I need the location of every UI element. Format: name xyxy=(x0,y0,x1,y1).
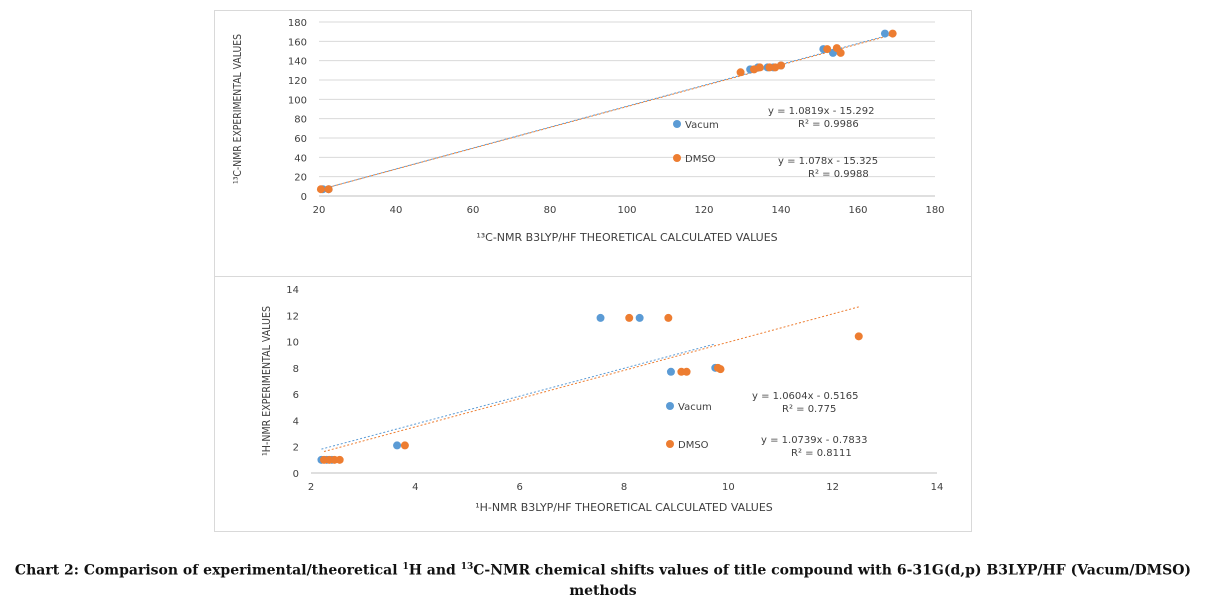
legend-marker-dmso xyxy=(666,440,674,448)
legend-marker-vacum xyxy=(666,402,674,410)
data-point-dmso xyxy=(836,48,845,57)
legend-marker-dmso xyxy=(673,154,681,162)
y-axis-title: ¹H-NMR EXPERIMENTAL VALUES xyxy=(260,306,273,456)
y-tick-label: 160 xyxy=(288,37,307,48)
y-tick-label: 180 xyxy=(288,18,307,29)
x-tick-label: 60 xyxy=(467,205,480,216)
trendline-equation: y = 1.0604x - 0.5165 xyxy=(752,391,859,402)
trendline-equation: y = 1.078x - 15.325 xyxy=(778,156,878,167)
r-squared-label: R² = 0.9988 xyxy=(808,169,869,180)
y-tick-label: 12 xyxy=(286,311,299,322)
y-tick-label: 100 xyxy=(288,95,307,106)
y-tick-label: 0 xyxy=(301,192,307,203)
caption-sup-2: 13 xyxy=(460,562,474,572)
x-tick-label: 10 xyxy=(722,482,735,493)
data-point-dmso xyxy=(316,185,325,194)
data-point-dmso xyxy=(823,45,832,54)
c13-chart-panel: 0 20 40 60 80 100 120 140 160 180 20 40 60 80 100 120 14… xyxy=(214,10,972,277)
caption-mid-1: H and xyxy=(408,562,461,579)
trendline-vacum xyxy=(322,35,886,190)
r-squared-label: R² = 0.8111 xyxy=(791,448,852,459)
data-point-dmso xyxy=(682,367,691,376)
x-tick-label: 100 xyxy=(617,205,636,216)
x-tick-label: 140 xyxy=(771,205,790,216)
data-point-vacum xyxy=(596,313,605,322)
data-point-dmso xyxy=(888,29,897,38)
data-point-dmso xyxy=(400,441,409,450)
data-point-dmso xyxy=(854,332,863,341)
trendline-equation: y = 1.0739x - 0.7833 xyxy=(761,435,868,446)
caption-line-2: methods xyxy=(569,582,637,599)
trendline-dmso xyxy=(320,34,893,190)
x-tick-label: 14 xyxy=(931,482,944,493)
y-tick-label: 40 xyxy=(294,153,307,164)
c13-scatter-chart: 0 20 40 60 80 100 120 140 160 180 20 40 60 80 100 120 14… xyxy=(231,18,945,244)
x-tick-label: 180 xyxy=(925,205,944,216)
x-tick-label: 6 xyxy=(516,482,522,493)
data-point-dmso xyxy=(716,365,725,374)
data-point-dmso xyxy=(335,455,344,464)
y-tick-label: 10 xyxy=(286,338,299,349)
y-tick-label: 2 xyxy=(293,443,299,454)
caption-mid-2: C-NMR chemical shifts values of title co… xyxy=(473,562,1192,579)
caption-prefix: Chart 2: Comparison of experimental/theo… xyxy=(14,562,403,579)
caption-sup-1: 1 xyxy=(402,562,409,572)
data-point-dmso xyxy=(664,313,673,322)
h1-chart-panel: 0 2 4 6 8 10 12 14 2 4 6 8 10 12 14 ¹H-NMR B3LYP/HF THE… xyxy=(214,276,972,532)
chart-caption: Chart 2: Comparison of experimental/theo… xyxy=(0,557,1206,601)
x-tick-label: 8 xyxy=(621,482,627,493)
data-point-dmso xyxy=(324,185,333,194)
y-tick-label: 6 xyxy=(293,390,299,401)
x-tick-label: 40 xyxy=(390,205,403,216)
y-axis-title: ¹³C-NMR EXPERIMENTAL VALUES xyxy=(231,34,244,184)
data-point-dmso xyxy=(736,68,745,77)
y-tick-label: 120 xyxy=(288,76,307,87)
y-tick-label: 20 xyxy=(294,173,307,184)
trendline-vacum xyxy=(321,343,716,450)
y-tick-label: 4 xyxy=(293,416,299,427)
x-tick-label: 20 xyxy=(313,205,326,216)
data-point-dmso xyxy=(765,63,774,72)
data-point-dmso xyxy=(755,63,764,72)
legend-label-dmso: DMSO xyxy=(685,154,716,165)
data-point-vacum xyxy=(635,313,644,322)
data-point-dmso xyxy=(777,61,785,70)
legend-label-dmso: DMSO xyxy=(678,440,709,451)
x-tick-label: 80 xyxy=(544,205,557,216)
r-squared-label: R² = 0.775 xyxy=(782,404,836,415)
x-tick-label: 4 xyxy=(412,482,418,493)
x-tick-label: 12 xyxy=(826,482,839,493)
x-axis-title: ¹³C-NMR B3LYP/HF THEORETICAL CALCULATED … xyxy=(476,231,777,244)
x-tick-label: 2 xyxy=(308,482,314,493)
x-tick-label: 160 xyxy=(848,205,867,216)
data-point-vacum xyxy=(880,29,889,38)
legend-label-vacum: Vacum xyxy=(685,120,719,131)
x-axis-title: ¹H-NMR B3LYP/HF THEORETICAL CALCULATED V… xyxy=(475,501,773,514)
y-tick-label: 0 xyxy=(293,469,299,480)
data-point-vacum xyxy=(393,441,402,450)
y-tick-label: 80 xyxy=(294,115,307,126)
data-point-dmso xyxy=(625,313,634,322)
r-squared-label: R² = 0.9986 xyxy=(798,119,859,130)
legend-label-vacum: Vacum xyxy=(678,402,712,413)
y-tick-label: 8 xyxy=(293,364,299,375)
trendline-dmso xyxy=(323,306,859,453)
y-tick-label: 60 xyxy=(294,134,307,145)
data-point-vacum xyxy=(666,367,675,376)
y-tick-label: 140 xyxy=(288,57,307,68)
trendline-equation: y = 1.0819x - 15.292 xyxy=(768,106,875,117)
y-tick-label: 14 xyxy=(286,285,299,296)
x-tick-label: 120 xyxy=(694,205,713,216)
legend-marker-vacum xyxy=(673,120,681,128)
